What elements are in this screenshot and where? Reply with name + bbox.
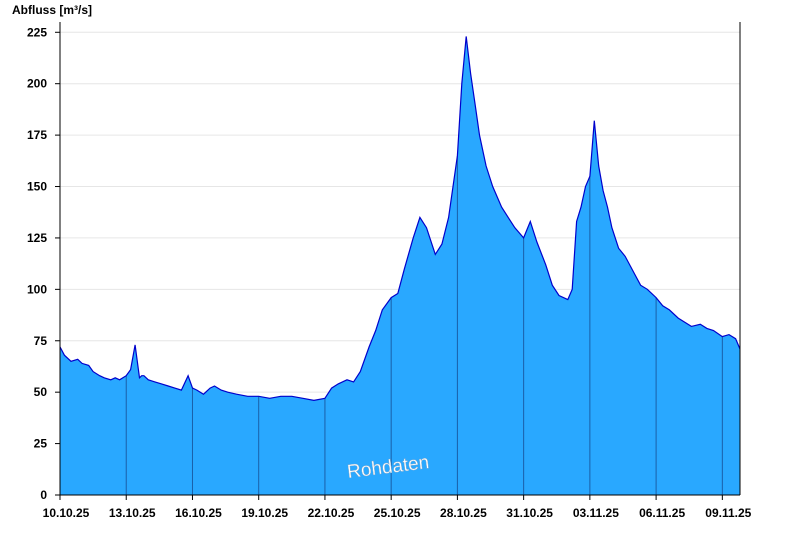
y-tick-label: 100 <box>27 282 47 296</box>
x-tick-label: 06.11.25 <box>639 506 685 520</box>
y-axis-title: Abfluss [m³/s] <box>12 3 92 17</box>
x-tick-label: 16.10.25 <box>175 506 222 520</box>
tick-dividers <box>125 155 723 495</box>
discharge-area <box>60 36 740 496</box>
y-tick-label: 175 <box>27 128 47 142</box>
x-tick-label: 10.10.25 <box>43 506 90 520</box>
y-tick-label: 125 <box>27 231 47 245</box>
discharge-line <box>59 36 741 402</box>
y-tick-label: 200 <box>27 77 47 91</box>
x-tick-label: 13.10.25 <box>109 506 156 520</box>
y-ticks: 0 25 50 75 100 125 150 175 200 225 <box>27 25 60 502</box>
y-tick-label: 225 <box>27 25 47 39</box>
x-tick-label: 25.10.25 <box>374 506 421 520</box>
x-tick-label: 28.10.25 <box>440 506 487 520</box>
x-ticks: 10.10.25 13.10.25 16.10.25 19.10.25 22.10.25… <box>43 495 752 520</box>
y-tick-label: 150 <box>27 180 47 194</box>
x-tick-label: 03.11.25 <box>573 506 619 520</box>
x-tick-label: 19.10.25 <box>241 506 288 520</box>
y-tick-label: 25 <box>34 437 48 451</box>
x-tick-label: 31.10.25 <box>506 506 553 520</box>
x-tick-label: 22.10.25 <box>308 506 355 520</box>
x-tick-label: 09.11.25 <box>705 506 751 520</box>
y-tick-label: 50 <box>34 385 48 399</box>
y-tick-label: 75 <box>34 334 48 348</box>
y-tick-label: 0 <box>40 488 47 502</box>
